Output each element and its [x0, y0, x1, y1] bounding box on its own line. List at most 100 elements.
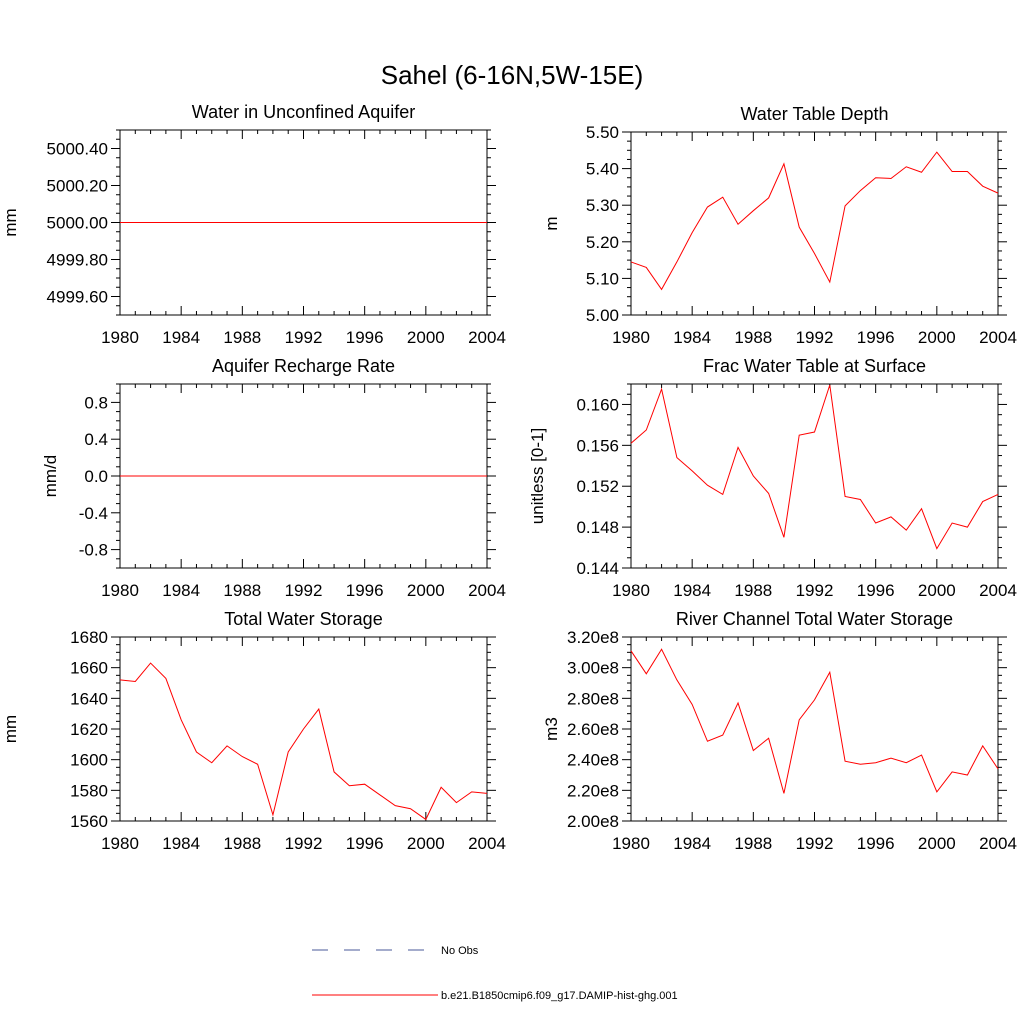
y-tick-label: 0.4 [84, 430, 108, 449]
x-tick-label: 1984 [162, 581, 200, 600]
panel-frac-water-table-at-surface: Frac Water Table at Surface 1980 1984 1988 1… [528, 356, 1017, 600]
panel-water-table-depth: Water Table Depth 1980 1984 1988 1992 1996 200… [542, 104, 1017, 347]
y-tick-label: 2.20e8 [567, 781, 619, 800]
y-tick-label: 2.40e8 [567, 751, 619, 770]
legend-label-no-obs: No Obs [441, 945, 479, 957]
series-line [630, 384, 999, 550]
y-tick-label: 0.152 [576, 477, 619, 496]
x-tick-label: 1984 [162, 834, 200, 853]
legend-item-model-run: b.e21.B1850cmip6.f09_g17.DAMIP-hist-ghg.… [312, 990, 678, 1002]
panel-title: River Channel Total Water Storage [676, 609, 953, 629]
y-tick-label: -0.4 [79, 504, 108, 523]
panel-title: Water in Unconfined Aquifer [192, 102, 415, 122]
y-tick-label: -0.8 [79, 541, 108, 560]
y-axis-label: mm/d [41, 455, 60, 498]
x-tick-label: 2004 [468, 834, 506, 853]
x-tick-label: 1996 [346, 581, 384, 600]
y-tick-label: 0.0 [84, 467, 108, 486]
y-axis-label: unitless [0-1] [528, 428, 547, 524]
y-tick-label: 0.144 [576, 559, 619, 578]
x-tick-label: 2000 [918, 581, 956, 600]
y-axis-label: mm [1, 208, 20, 236]
x-tick-label: 2000 [918, 834, 956, 853]
y-tick-label: 1600 [70, 751, 108, 770]
y-tick-label: 1560 [70, 812, 108, 831]
x-tick-label: 1988 [223, 834, 261, 853]
y-tick-label: 5.50 [586, 123, 619, 142]
x-tick-label: 2000 [407, 581, 445, 600]
y-tick-label: 0.148 [576, 518, 619, 537]
y-tick-label: 5000.20 [47, 177, 108, 196]
y-tick-label: 0.8 [84, 393, 108, 412]
y-axis-label: mm [1, 715, 20, 743]
y-tick-label: 0.156 [576, 436, 619, 455]
y-tick-label: 4999.60 [47, 288, 108, 307]
x-tick-label: 1980 [101, 328, 139, 347]
x-tick-label: 1984 [673, 328, 711, 347]
y-tick-label: 1580 [70, 781, 108, 800]
x-tick-label: 2000 [407, 328, 445, 347]
y-tick-label: 3.20e8 [567, 628, 619, 647]
x-tick-label: 1984 [673, 581, 711, 600]
plot-frame [630, 636, 999, 822]
x-tick-label: 1980 [101, 581, 139, 600]
x-tick-label: 1980 [612, 581, 650, 600]
y-axis-label: m3 [542, 717, 561, 741]
panel-aquifer-recharge-rate: Aquifer Recharge Rate 1980 1984 1988 1992 199… [41, 356, 506, 600]
x-tick-label: 2004 [468, 328, 506, 347]
y-tick-label: 5000.00 [47, 214, 108, 233]
x-tick-label: 2000 [918, 328, 956, 347]
series-line [119, 662, 488, 821]
y-tick-label: 1680 [70, 628, 108, 647]
legend-item-no-obs: No Obs [312, 945, 479, 957]
x-tick-label: 1980 [101, 834, 139, 853]
x-tick-label: 2000 [407, 834, 445, 853]
panel-total-water-storage: Total Water Storage 1980 1984 1988 1992 1996 2… [1, 609, 506, 853]
panel-river-channel-total-water-storage: River Channel Total Water Storage 1980 198… [542, 609, 1017, 853]
x-tick-label: 1988 [223, 328, 261, 347]
y-tick-label: 4999.80 [47, 251, 108, 270]
y-tick-label: 1620 [70, 720, 108, 739]
y-tick-label: 2.00e8 [567, 812, 619, 831]
x-tick-label: 1988 [734, 581, 772, 600]
x-tick-label: 1984 [162, 328, 200, 347]
y-tick-label: 0.160 [576, 395, 619, 414]
y-tick-label: 3.00e8 [567, 659, 619, 678]
x-tick-label: 1980 [612, 834, 650, 853]
x-tick-label: 1980 [612, 328, 650, 347]
x-tick-label: 1996 [857, 834, 895, 853]
x-tick-label: 1992 [796, 581, 834, 600]
x-tick-label: 2004 [979, 581, 1017, 600]
x-tick-label: 1984 [673, 834, 711, 853]
y-tick-label: 5.30 [586, 196, 619, 215]
legend-label-model-run: b.e21.B1850cmip6.f09_g17.DAMIP-hist-ghg.… [441, 990, 678, 1002]
series-line [630, 648, 999, 794]
plot-frame [630, 383, 999, 569]
y-axis-label: m [542, 216, 561, 230]
x-tick-label: 1988 [734, 328, 772, 347]
y-tick-label: 5.40 [586, 160, 619, 179]
legend: No Obs b.e21.B1850cmip6.f09_g17.DAMIP-hi… [312, 945, 678, 1002]
y-tick-label: 2.60e8 [567, 720, 619, 739]
x-tick-label: 1992 [285, 581, 323, 600]
panel-title: Total Water Storage [224, 609, 382, 629]
y-tick-label: 5.00 [586, 306, 619, 325]
x-tick-label: 1996 [346, 834, 384, 853]
series-line [630, 151, 999, 291]
panels: Water in Unconfined Aquifer 1980 1984 1988 1… [1, 102, 1017, 853]
x-tick-label: 2004 [468, 581, 506, 600]
y-tick-label: 1640 [70, 689, 108, 708]
panel-title: Aquifer Recharge Rate [212, 356, 395, 376]
y-tick-label: 2.80e8 [567, 689, 619, 708]
panel-title: Frac Water Table at Surface [703, 356, 926, 376]
x-tick-label: 1992 [796, 328, 834, 347]
y-tick-label: 5.10 [586, 269, 619, 288]
x-tick-label: 1992 [796, 834, 834, 853]
panel-title: Water Table Depth [740, 104, 888, 124]
x-tick-label: 2004 [979, 834, 1017, 853]
x-tick-label: 1996 [857, 328, 895, 347]
y-tick-label: 5000.40 [47, 140, 108, 159]
x-tick-label: 2004 [979, 328, 1017, 347]
x-tick-label: 1988 [734, 834, 772, 853]
